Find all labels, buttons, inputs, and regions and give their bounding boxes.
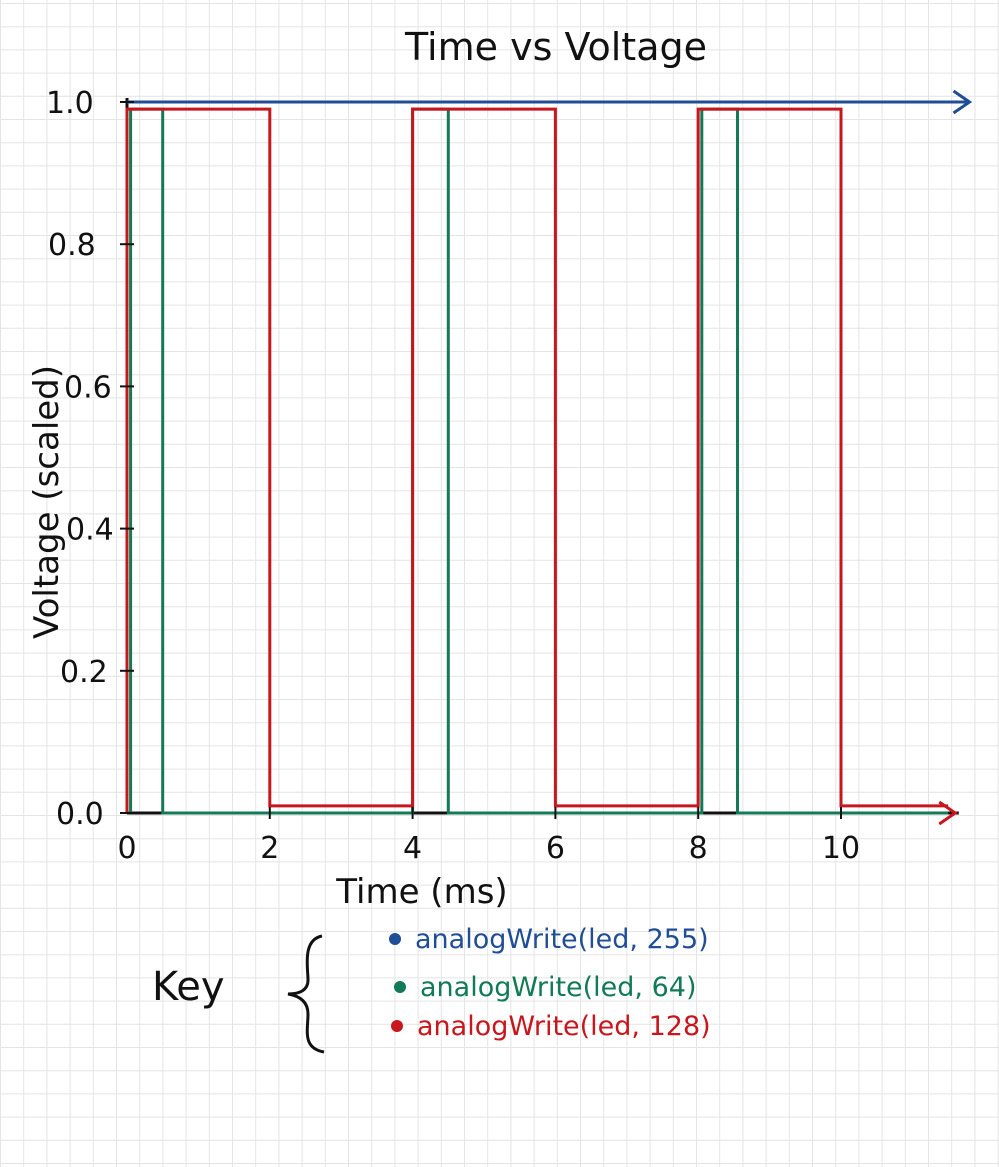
legend-dot-2 xyxy=(394,981,406,993)
legend-dot-3 xyxy=(391,1020,403,1032)
y-tick-label: 0.4 xyxy=(66,513,114,548)
y-tick-label: 0.0 xyxy=(56,797,104,832)
legend-dot-1 xyxy=(389,933,401,945)
tick-labels: 0 2 4 6 8 10 0.0 0.2 0.4 0.6 0.8 1.0 xyxy=(46,86,860,866)
series-arrowhead-icon xyxy=(952,89,973,115)
legend-label-2: analogWrite(led, 64) xyxy=(420,972,697,1003)
chart-title: Time vs Voltage xyxy=(404,25,707,69)
legend-label-1: analogWrite(led, 255) xyxy=(415,924,709,955)
x-tick-label: 8 xyxy=(689,831,708,866)
legend-key-label: Key xyxy=(152,964,225,1010)
y-axis-label: Voltage (scaled) xyxy=(27,365,67,639)
x-axis-arrowhead-icon xyxy=(938,800,958,826)
series-line-3 xyxy=(125,107,949,813)
series-line-2 xyxy=(129,107,949,815)
legend: Key analogWrite(led, 255) analogWrite(led… xyxy=(152,924,711,1054)
x-tick-label: 4 xyxy=(403,831,422,866)
y-tick-label: 0.8 xyxy=(48,228,96,263)
x-tick-label: 2 xyxy=(260,831,279,866)
legend-label-3: analogWrite(led, 128) xyxy=(417,1011,711,1042)
legend-brace-icon xyxy=(287,934,325,1054)
x-tick-label: 10 xyxy=(822,831,860,866)
y-tick-label: 1.0 xyxy=(46,86,94,121)
series-lines xyxy=(125,89,973,826)
y-tick-label: 0.6 xyxy=(64,370,112,405)
x-tick-label: 6 xyxy=(546,831,565,866)
axes xyxy=(125,98,959,815)
y-tick-label: 0.2 xyxy=(60,655,108,690)
x-tick-label: 0 xyxy=(117,831,136,866)
x-axis-label: Time (ms) xyxy=(335,872,507,912)
